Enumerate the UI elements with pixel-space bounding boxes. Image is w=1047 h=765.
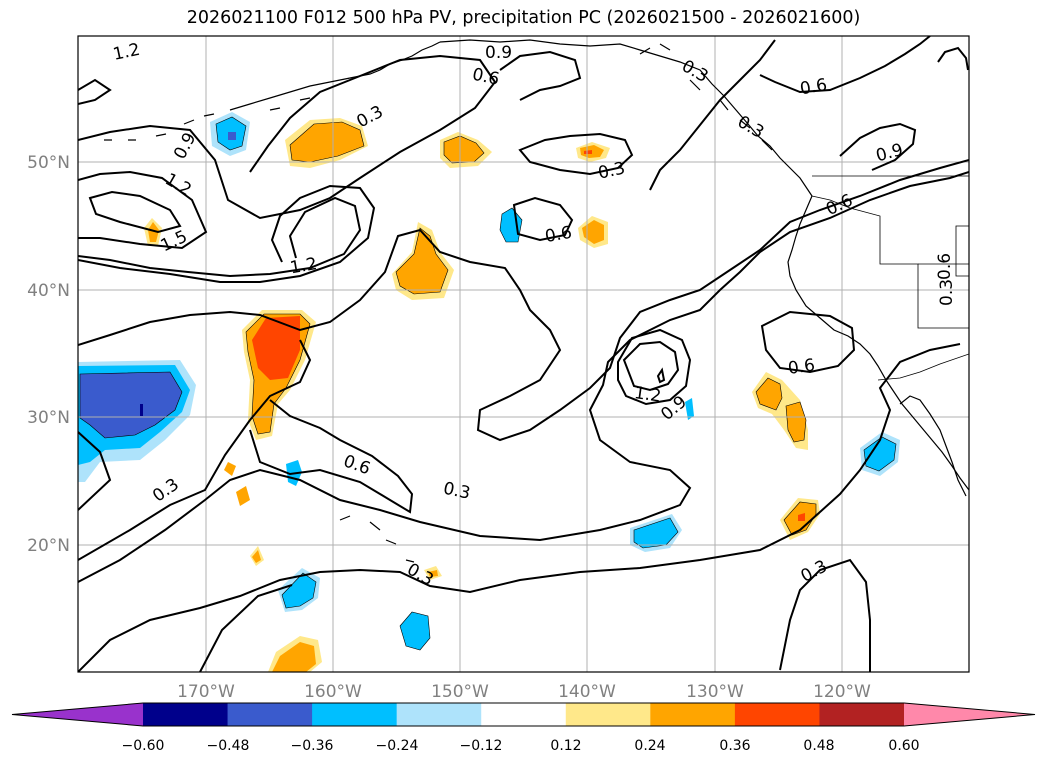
colorbar-tick-label: 0.12 <box>550 738 581 754</box>
colorbar-segment <box>819 703 905 726</box>
colorbar-extend-high <box>904 703 1035 726</box>
colorbar-outline <box>11 702 1036 727</box>
longitude-label: 150°W <box>431 682 489 702</box>
colorbar-tick-label: 0.60 <box>888 738 919 754</box>
longitude-label: 160°W <box>304 682 362 702</box>
pv-contours <box>78 36 969 672</box>
colorbar-tick-label: 0.48 <box>803 738 834 754</box>
colorbar-segment <box>565 703 651 726</box>
longitude-label: 170°W <box>177 682 235 702</box>
colorbar-tick-label: −0.60 <box>122 738 165 754</box>
positive-precip-shading <box>144 118 820 672</box>
pv-contour-label: 1.2 <box>288 254 318 278</box>
latitude-label: 30°N <box>27 408 70 428</box>
longitude-labels: 170°W 160°W 150°W 140°W 130°W 120°W <box>177 682 871 702</box>
colorbar-tick-label: −0.48 <box>207 738 250 754</box>
pv-contour-label: 1.2 <box>633 383 663 407</box>
colorbar-segment <box>227 703 313 726</box>
latitude-label: 40°N <box>27 281 70 301</box>
colorbar: −0.60 −0.48 −0.36 −0.24 −0.12 0.12 0.24 … <box>11 702 1036 754</box>
longitude-label: 120°W <box>813 682 871 702</box>
longitude-label: 130°W <box>686 682 744 702</box>
pv-contour-label: 0.3 <box>937 279 957 306</box>
colorbar-tick-label: 0.24 <box>634 738 665 754</box>
latitude-label: 20°N <box>27 536 70 556</box>
colorbar-tick-label: −0.24 <box>376 738 419 754</box>
map-frame <box>77 35 970 673</box>
map-plot-area: 1.2 0.9 0.6 0.3 0.3 0.6 0.9 0.3 0.9 1.2 … <box>78 36 969 672</box>
map-title: 2026021100 F012 500 hPa PV, precipitatio… <box>186 8 861 28</box>
pv-contour-label: 0.9 <box>485 43 512 63</box>
colorbar-segments <box>11 702 1036 727</box>
longitude-label: 140°W <box>558 682 616 702</box>
political-borders <box>811 175 969 381</box>
colorbar-segment <box>312 703 398 726</box>
gridlines <box>78 36 969 672</box>
latitude-labels: 50°N 40°N 30°N 20°N <box>27 153 70 556</box>
latitude-label: 50°N <box>27 153 70 173</box>
colorbar-segment <box>143 703 229 726</box>
colorbar-segment <box>481 703 567 726</box>
colorbar-tick-label: −0.12 <box>460 738 503 754</box>
precip-outline-contours <box>79 116 897 651</box>
colorbar-segment <box>650 703 736 726</box>
pv-contour-label: 0.6 <box>543 223 573 247</box>
colorbar-tick-label: −0.36 <box>291 738 334 754</box>
pv-contour-label: 0.6 <box>935 253 955 280</box>
pv-contour-label: 0.6 <box>787 355 817 379</box>
pv-contour-label: 0.6 <box>798 75 828 99</box>
colorbar-segment <box>396 703 482 726</box>
colorbar-tick-labels: −0.60 −0.48 −0.36 −0.24 −0.12 0.12 0.24 … <box>122 738 920 754</box>
colorbar-segment <box>734 703 820 726</box>
colorbar-tick-label: 0.36 <box>719 738 750 754</box>
coastlines <box>104 39 969 563</box>
negative-precip-shading <box>78 112 900 650</box>
colorbar-extend-low <box>12 703 143 726</box>
